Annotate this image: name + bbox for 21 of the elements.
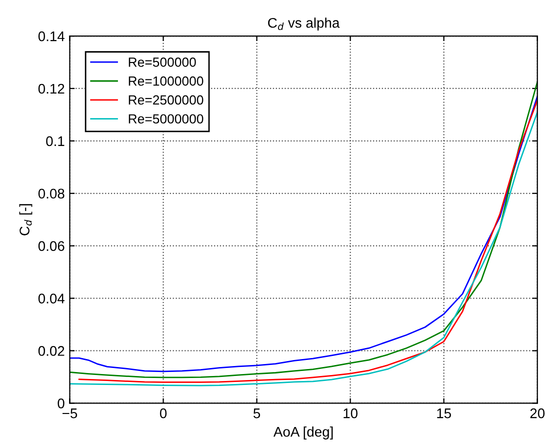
x-tick-label: −5 <box>62 408 78 418</box>
legend-label: Re=2500000 <box>128 95 204 105</box>
y-tick-label: 0.06 <box>38 241 64 251</box>
y-axis-title: C$_{d}$ [-] <box>19 204 32 236</box>
x-tick-label: 5 <box>254 408 260 418</box>
x-tick-label: 0 <box>160 408 167 418</box>
chart-title: C$_{d}$ vs alpha <box>268 18 340 31</box>
x-tick-label: 15 <box>437 408 451 418</box>
legend-label: Re=1000000 <box>128 76 204 86</box>
x-axis-title: AoA [deg] <box>273 426 333 440</box>
y-tick-label: 0.02 <box>38 346 64 356</box>
x-tick-label: 10 <box>344 408 358 418</box>
y-tick-label: 0.12 <box>38 84 64 94</box>
y-tick-label: 0 <box>58 398 64 408</box>
legend-label: Re=5000000 <box>128 114 204 124</box>
y-tick-label: 0.14 <box>38 31 64 42</box>
y-tick-label: 0.08 <box>38 188 64 199</box>
y-tick-label: 0.04 <box>38 294 64 304</box>
x-tick-label: 20 <box>530 408 545 418</box>
y-tick-label: 0.1 <box>46 136 64 146</box>
legend-label: Re=500000 <box>128 58 196 67</box>
